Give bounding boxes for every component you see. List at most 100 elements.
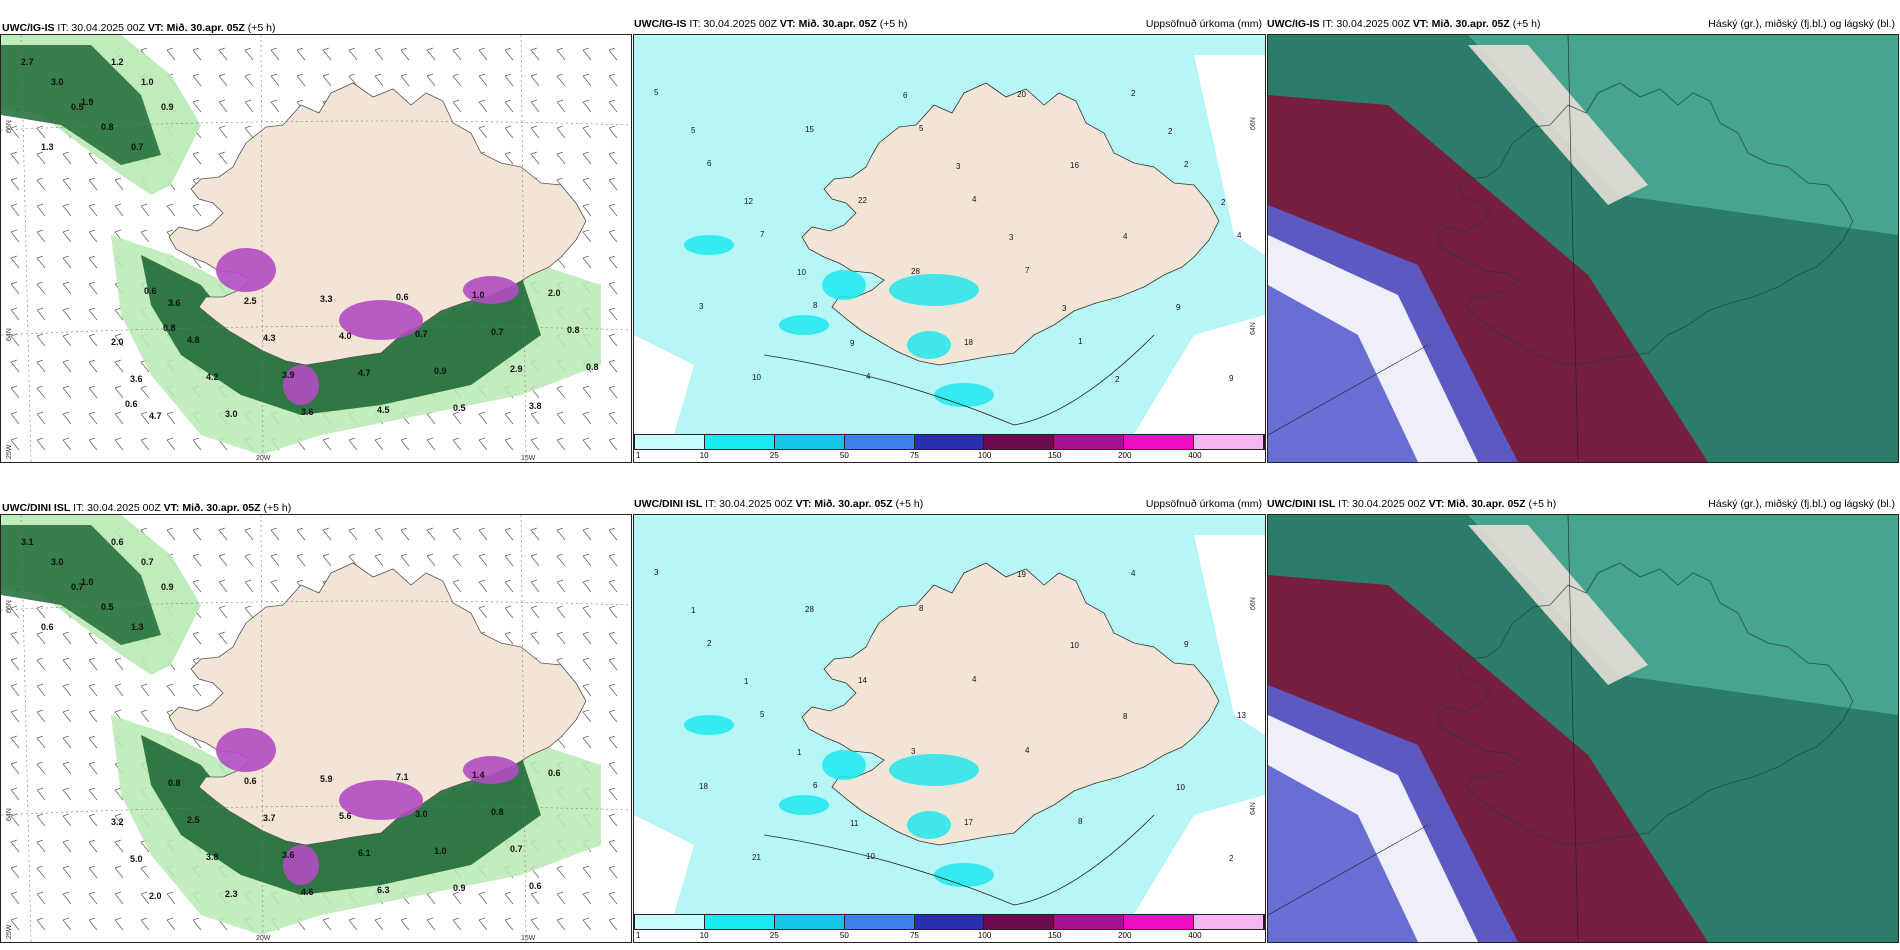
wind-barb — [140, 437, 150, 451]
precip-map-panel[interactable]: 66N 64N 5 6 7 8 4 5 4 7 1 2 2 4 3 10 15 22 28 18 20 16 4 9 9 5 12 1… — [633, 34, 1266, 463]
value-label: 3.9 — [282, 370, 295, 380]
wind-barb — [270, 73, 280, 87]
wind-barb — [556, 73, 566, 87]
value-label: 4.7 — [149, 411, 162, 421]
wind-barb — [88, 359, 98, 373]
wind-barb — [270, 553, 280, 567]
colorbar-tick: 100 — [977, 451, 992, 460]
lead-time: (+5 h) — [263, 502, 292, 514]
precip-cell — [684, 235, 734, 255]
wind-barb — [322, 553, 332, 567]
colorbar-swatch — [1054, 915, 1125, 929]
value-label: 2 — [1184, 160, 1189, 169]
dry-area — [1194, 535, 1265, 735]
graticule — [1, 515, 631, 942]
colorbar-swatch — [704, 915, 775, 929]
wind-barb — [504, 151, 514, 165]
wind-barb — [10, 177, 20, 191]
value-label: 1 — [797, 748, 802, 757]
wind-barb — [608, 177, 618, 191]
wind-barb — [166, 917, 176, 931]
valid-time: Mið. 30.apr. 05Z — [166, 22, 245, 34]
value-label: 3.6 — [282, 850, 295, 860]
model-name: UWC/IG-IS — [1267, 18, 1320, 30]
wind-barb — [36, 891, 46, 905]
value-label: 1.2 — [111, 57, 124, 67]
graticule-line — [1567, 515, 1579, 942]
value-label: 3.8 — [529, 401, 542, 411]
wind-barb — [426, 73, 436, 87]
wind-barb — [114, 333, 124, 347]
high-cloud-area — [1468, 515, 1898, 715]
value-label: 3.8 — [206, 852, 219, 862]
wind-barb — [114, 683, 124, 697]
wind-barb — [192, 631, 202, 645]
wind-barb — [88, 813, 98, 827]
wind-barb — [62, 437, 72, 451]
wind-barb — [10, 281, 20, 295]
value-label: 10 — [866, 852, 875, 861]
wind-barb — [582, 579, 592, 593]
map-canvas: 66N 64N 25W 20W 15W 3.1 3.0 1.0 0.6 0.7 0.6 0.7 0.5 1… — [1, 515, 631, 942]
precip-map-panel[interactable]: 66N 64N 3 2 5 6 10 8 4 4 8 4 9 13 18 21 28 14 3 17 19 10 8 10 2 1… — [633, 514, 1266, 943]
value-label: 8 — [1123, 712, 1128, 721]
wind-barb — [36, 839, 46, 853]
wind-barb — [88, 865, 98, 879]
colorbar-ticks: 1 10 25 50 75 100 150 200 400 — [634, 451, 1265, 461]
wind-barb — [36, 229, 46, 243]
wind-barb — [192, 99, 202, 113]
wind-map-panel[interactable]: 66N 64N 25W 20W 15W 2.7 3.0 1.9 1.2 1.0 1.3 0.5 0.8 0… — [0, 34, 632, 463]
wind-barb — [374, 73, 384, 87]
wind-barb — [556, 553, 566, 567]
value-label: 18 — [964, 338, 973, 347]
wind-barb — [400, 73, 410, 87]
wind-barb — [62, 787, 72, 801]
value-label: 0.8 — [163, 323, 176, 333]
wind-barb — [218, 125, 228, 139]
cloud-map-panel[interactable] — [1267, 514, 1899, 943]
wind-barb — [166, 203, 176, 217]
wind-barb — [88, 657, 98, 671]
value-label: 0.9 — [161, 102, 174, 112]
value-label: 3.6 — [130, 374, 143, 384]
value-labels: 2.7 3.0 1.9 1.2 1.0 1.3 0.5 0.8 0.7 0.9 2.0 3.6 4.7 3… — [21, 57, 599, 421]
wind-barb — [36, 657, 46, 671]
value-label: 7 — [760, 230, 765, 239]
value-label: 14 — [858, 676, 867, 685]
wind-barb — [556, 917, 566, 931]
value-label: 19 — [1017, 570, 1026, 579]
precip-band — [1, 525, 161, 645]
value-label: 0.7 — [510, 844, 523, 854]
wind-barb — [140, 917, 150, 931]
wind-barb — [608, 605, 618, 619]
heavy-precip — [216, 728, 519, 885]
value-label: 17 — [964, 818, 973, 827]
wind-barb — [114, 657, 124, 671]
value-label: 10 — [1176, 783, 1185, 792]
high-cloud-area — [1468, 35, 1898, 235]
cloud-streak — [1468, 525, 1648, 685]
value-label: 8 — [813, 301, 818, 310]
wind-barb — [582, 411, 592, 425]
colorbar-tick: 75 — [909, 451, 919, 460]
wind-barb — [608, 787, 618, 801]
init-time: IT: 30.04.2025 00Z — [57, 22, 145, 34]
wind-barb — [36, 151, 46, 165]
wind-barb — [36, 411, 46, 425]
colorbar-swatch — [635, 435, 705, 449]
wind-barb — [452, 73, 462, 87]
header-top-precip: UWC/IG-IS IT: 30.04.2025 00Z VT: Mið. 30… — [634, 18, 1264, 38]
wind-barb — [10, 683, 20, 697]
wind-barb — [530, 99, 540, 113]
wind-barb — [88, 333, 98, 347]
graticule-line — [1268, 344, 1429, 436]
wind-barb — [530, 605, 540, 619]
cloud-map-panel[interactable] — [1267, 34, 1899, 463]
value-label: 4.5 — [377, 405, 390, 415]
value-label: 3 — [956, 162, 961, 171]
wind-map-panel[interactable]: 66N 64N 25W 20W 15W 3.1 3.0 1.0 0.6 0.7 0.6 0.7 0.5 1… — [0, 514, 632, 943]
wind-barb — [608, 99, 618, 113]
wind-barb — [608, 281, 618, 295]
wind-barb — [556, 865, 566, 879]
value-label: 4 — [1025, 746, 1030, 755]
